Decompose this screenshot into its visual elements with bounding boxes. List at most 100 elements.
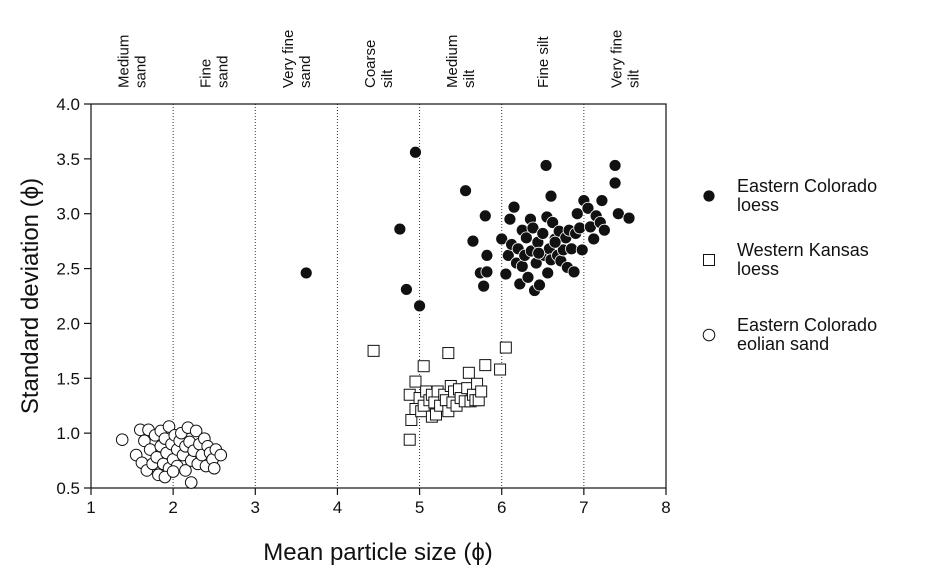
data-point (608, 159, 622, 172)
data-point (499, 341, 512, 354)
legend-marker (702, 189, 716, 203)
size-class-label-line: Medium (444, 35, 461, 88)
data-point (179, 464, 192, 477)
size-class-label-line: Very fine (280, 30, 297, 88)
data-point (587, 232, 601, 246)
data-point (546, 216, 560, 229)
size-class-label: Fine sand (198, 55, 232, 88)
data-point (595, 194, 609, 207)
series-filled-circle (299, 145, 636, 313)
size-class-label-line: Medium (116, 35, 133, 88)
y-tick-label: 3.0 (56, 205, 80, 224)
x-tick-label: 3 (251, 498, 260, 517)
x-tick-label: 1 (86, 498, 95, 517)
data-point (214, 448, 228, 462)
data-point (459, 184, 472, 198)
data-point (622, 211, 636, 225)
data-point (299, 266, 313, 280)
data-point (442, 347, 455, 360)
data-point (480, 265, 494, 279)
plot-frame (90, 103, 667, 489)
data-point (367, 344, 380, 357)
data-point (565, 242, 578, 256)
vertical-gridlines (172, 104, 585, 488)
data-point (477, 279, 491, 293)
data-point (494, 363, 507, 376)
y-tick-label: 2.0 (56, 314, 80, 333)
y-tick-label: 4.0 (56, 95, 80, 114)
size-class-label-line: silt (379, 69, 396, 88)
data-point (541, 266, 555, 280)
x-tick-label: 8 (661, 498, 670, 517)
size-class-label: Coarse silt (362, 40, 396, 88)
y-tick-label: 1.5 (56, 369, 80, 388)
data-point (608, 176, 622, 190)
x-axis-ticks: 1 2 3 4 5 6 7 8 (86, 488, 671, 517)
data-point (575, 243, 589, 257)
data-point (544, 189, 558, 203)
data-point (536, 227, 550, 240)
legend-label: loess (737, 259, 779, 279)
y-tick-label: 1.0 (56, 424, 80, 443)
data-point (405, 413, 418, 426)
y-tick-label: 0.5 (56, 479, 80, 498)
data-point (611, 207, 625, 221)
x-tick-label: 5 (415, 498, 424, 517)
data-point (526, 221, 540, 235)
data-point (138, 434, 151, 448)
data-point (503, 212, 517, 226)
data-point (184, 476, 198, 489)
data-point (573, 221, 587, 235)
data-point (499, 267, 513, 281)
legend-label: eolian sand (737, 334, 829, 354)
legend-label: Western Kansas (737, 240, 869, 260)
y-tick-label: 3.5 (56, 150, 80, 169)
data-point (548, 235, 562, 249)
data-point (480, 249, 494, 262)
data-point (162, 420, 176, 433)
data-point (393, 222, 407, 236)
data-point (532, 246, 546, 260)
data-point (466, 234, 480, 248)
size-class-label-line: sand (215, 55, 232, 88)
data-points (115, 145, 636, 489)
data-point (521, 270, 535, 284)
y-axis-title: Standard deviation (ϕ) (17, 178, 44, 414)
series-open-circle (115, 420, 228, 489)
legend-label: loess (737, 195, 779, 215)
size-class-label-line: sand (297, 55, 314, 88)
data-point (515, 259, 529, 273)
size-class-label-line: silt (625, 69, 642, 88)
data-point (570, 207, 584, 221)
size-class-labels: Medium sand Fine sand Very fine sand Coarse sil… (116, 30, 643, 88)
size-class-label: Very fine silt (608, 30, 642, 88)
size-class-label: Medium sand (116, 35, 150, 88)
data-point (533, 278, 546, 292)
data-point (495, 232, 509, 246)
data-point (403, 388, 416, 401)
data-point (475, 385, 488, 398)
data-point (479, 359, 492, 372)
size-class-label: Fine silt (535, 35, 552, 88)
legend-marker (703, 254, 715, 266)
size-class-label-line: Fine silt (535, 35, 552, 88)
size-class-label-line: silt (461, 69, 478, 88)
size-class-label-line: Very fine (608, 30, 625, 88)
x-tick-label: 7 (579, 498, 588, 517)
series-open-square (367, 341, 512, 446)
data-point (400, 283, 413, 296)
data-point (189, 424, 203, 438)
x-tick-label: 2 (168, 498, 177, 517)
x-tick-label: 4 (333, 498, 342, 517)
data-point (567, 265, 581, 279)
data-point (403, 433, 416, 446)
legend-label: Eastern Colorado (737, 315, 877, 335)
data-point (519, 231, 533, 245)
y-tick-label: 2.5 (56, 260, 80, 279)
data-point (417, 360, 430, 373)
size-class-label-line: Coarse (362, 40, 379, 88)
data-point (478, 209, 492, 223)
data-point (462, 366, 475, 379)
